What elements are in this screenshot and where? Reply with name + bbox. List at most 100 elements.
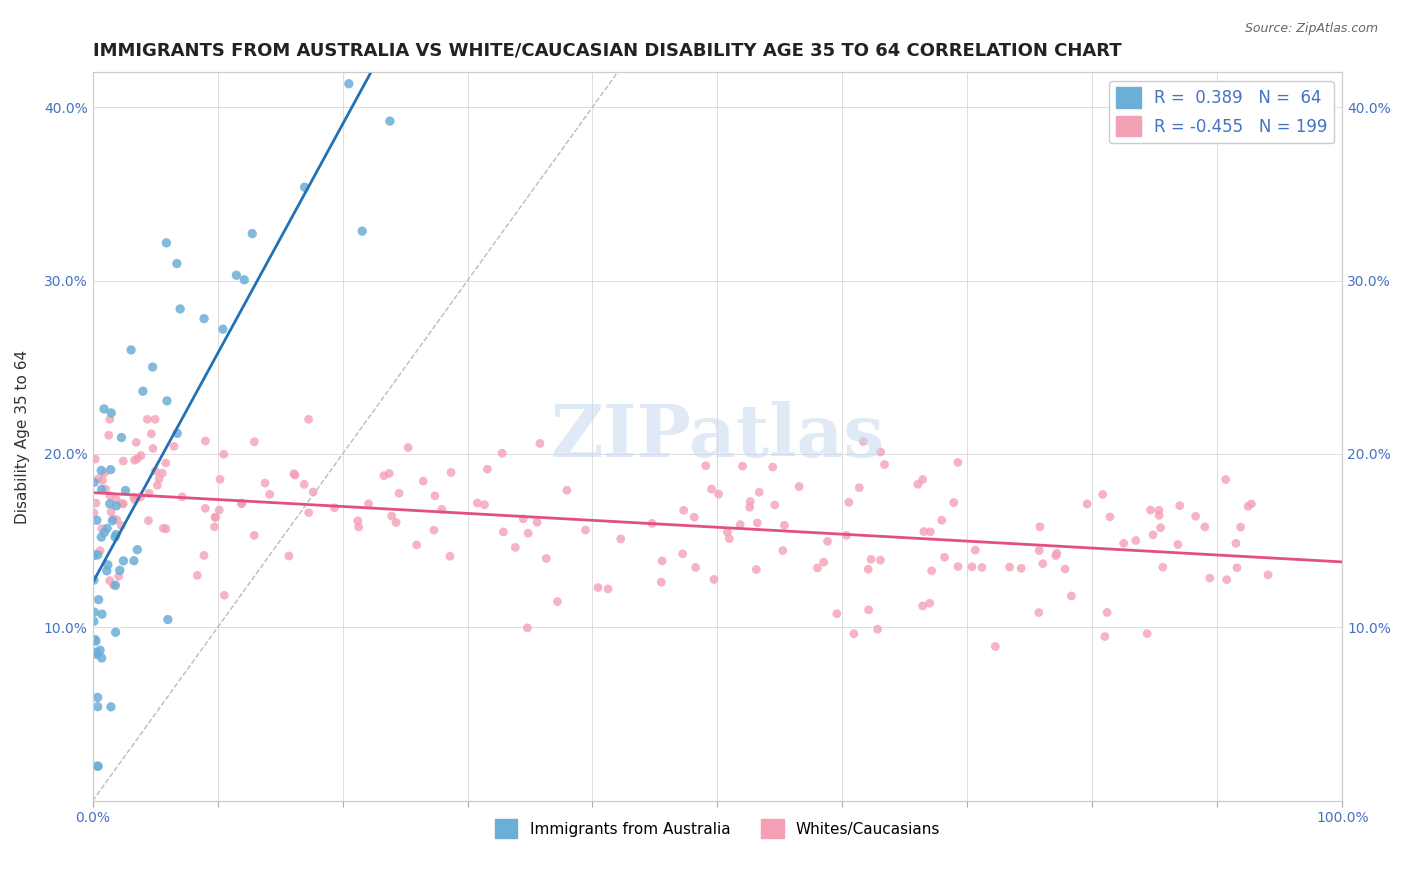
Whites/Caucasians — [298, 506, 321, 520]
Immigrants from Australia — [105, 499, 128, 513]
Immigrants from Australia — [90, 651, 112, 665]
Whites/Caucasians — [194, 434, 217, 448]
Immigrants from Australia — [374, 60, 396, 74]
Whites/Caucasians — [586, 581, 609, 595]
Immigrants from Australia — [86, 699, 108, 714]
Immigrants from Australia — [100, 463, 122, 477]
Whites/Caucasians — [763, 498, 786, 512]
Whites/Caucasians — [155, 522, 177, 536]
Whites/Caucasians — [277, 549, 299, 563]
Whites/Caucasians — [700, 482, 723, 496]
Whites/Caucasians — [91, 473, 114, 487]
Whites/Caucasians — [98, 574, 121, 588]
Whites/Caucasians — [1215, 473, 1237, 487]
Whites/Caucasians — [912, 524, 935, 539]
Whites/Caucasians — [555, 483, 578, 498]
Whites/Caucasians — [651, 554, 673, 568]
Whites/Caucasians — [243, 434, 266, 449]
Whites/Caucasians — [641, 516, 664, 531]
Whites/Caucasians — [921, 564, 943, 578]
Immigrants from Australia — [169, 301, 191, 316]
Whites/Caucasians — [547, 594, 569, 608]
Immigrants from Australia — [155, 235, 177, 250]
Legend: Immigrants from Australia, Whites/Caucasians: Immigrants from Australia, Whites/Caucas… — [488, 814, 946, 844]
Whites/Caucasians — [477, 462, 499, 476]
Whites/Caucasians — [98, 489, 121, 503]
Whites/Caucasians — [852, 434, 875, 449]
Whites/Caucasians — [512, 512, 534, 526]
Whites/Caucasians — [107, 569, 129, 583]
Whites/Caucasians — [762, 460, 785, 475]
Whites/Caucasians — [194, 501, 217, 516]
Immigrants from Australia — [86, 513, 108, 527]
Whites/Caucasians — [1152, 560, 1174, 574]
Whites/Caucasians — [136, 412, 159, 426]
Whites/Caucasians — [911, 472, 934, 486]
Whites/Caucasians — [748, 485, 770, 500]
Whites/Caucasians — [423, 523, 446, 537]
Whites/Caucasians — [208, 503, 231, 517]
Whites/Caucasians — [703, 573, 725, 587]
Whites/Caucasians — [1054, 562, 1077, 576]
Whites/Caucasians — [536, 551, 558, 566]
Whites/Caucasians — [942, 495, 965, 509]
Whites/Caucasians — [1010, 561, 1032, 575]
Immigrants from Australia — [387, 48, 409, 62]
Whites/Caucasians — [707, 487, 730, 501]
Whites/Caucasians — [859, 552, 882, 566]
Whites/Caucasians — [94, 482, 117, 496]
Whites/Caucasians — [650, 575, 672, 590]
Text: ZIPatlas: ZIPatlas — [550, 401, 884, 472]
Immigrants from Australia — [142, 359, 165, 374]
Whites/Caucasians — [738, 500, 761, 515]
Whites/Caucasians — [869, 445, 891, 459]
Whites/Caucasians — [1167, 537, 1189, 551]
Whites/Caucasians — [946, 559, 969, 574]
Whites/Caucasians — [103, 578, 125, 592]
Immigrants from Australia — [127, 542, 149, 557]
Whites/Caucasians — [87, 472, 110, 486]
Immigrants from Australia — [93, 401, 115, 416]
Whites/Caucasians — [685, 560, 707, 574]
Whites/Caucasians — [104, 491, 127, 506]
Whites/Caucasians — [1240, 497, 1263, 511]
Immigrants from Australia — [96, 521, 118, 535]
Whites/Caucasians — [960, 559, 983, 574]
Immigrants from Australia — [367, 48, 389, 62]
Immigrants from Australia — [98, 497, 121, 511]
Whites/Caucasians — [101, 511, 124, 525]
Whites/Caucasians — [129, 449, 152, 463]
Whites/Caucasians — [1226, 560, 1249, 574]
Whites/Caucasians — [1225, 536, 1247, 550]
Immigrants from Australia — [112, 554, 135, 568]
Whites/Caucasians — [526, 515, 548, 529]
Whites/Caucasians — [124, 493, 146, 508]
Whites/Caucasians — [111, 496, 134, 510]
Whites/Caucasians — [254, 475, 277, 490]
Whites/Caucasians — [716, 524, 738, 539]
Immigrants from Australia — [193, 311, 215, 326]
Whites/Caucasians — [1029, 520, 1052, 534]
Immigrants from Australia — [156, 613, 179, 627]
Whites/Caucasians — [1091, 487, 1114, 501]
Immigrants from Australia — [83, 605, 105, 619]
Whites/Caucasians — [907, 477, 929, 491]
Whites/Caucasians — [163, 439, 186, 453]
Whites/Caucasians — [93, 466, 115, 480]
Whites/Caucasians — [835, 528, 858, 542]
Whites/Caucasians — [297, 412, 319, 426]
Whites/Caucasians — [1198, 571, 1220, 585]
Whites/Caucasians — [1194, 520, 1216, 534]
Whites/Caucasians — [89, 543, 111, 558]
Whites/Caucasians — [1046, 546, 1069, 560]
Whites/Caucasians — [127, 451, 149, 466]
Whites/Caucasians — [672, 503, 695, 517]
Whites/Caucasians — [984, 640, 1007, 654]
Whites/Caucasians — [1125, 533, 1147, 548]
Whites/Caucasians — [813, 555, 835, 569]
Whites/Caucasians — [918, 596, 941, 610]
Whites/Caucasians — [574, 523, 596, 537]
Whites/Caucasians — [695, 458, 717, 473]
Whites/Caucasians — [671, 547, 693, 561]
Whites/Caucasians — [98, 412, 121, 426]
